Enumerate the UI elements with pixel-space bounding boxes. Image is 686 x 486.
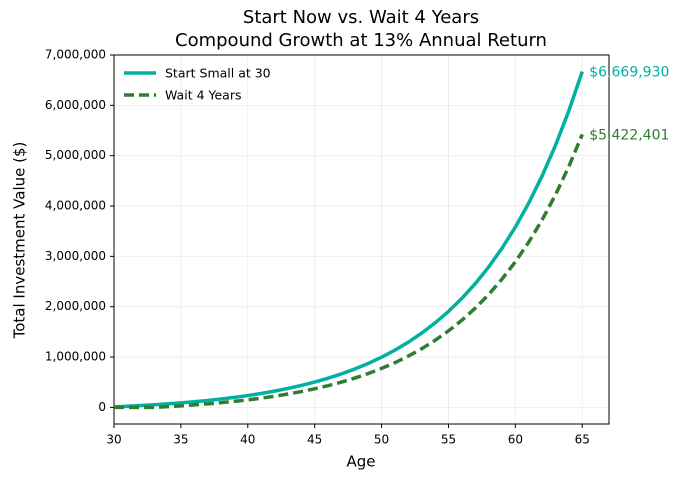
x-tick-label: 30 (106, 433, 121, 447)
y-tick-label: 7,000,000 (45, 48, 106, 62)
y-tick-label: 5,000,000 (45, 148, 106, 162)
line (113, 71, 584, 409)
chart-title: Start Now vs. Wait 4 Years (243, 7, 479, 28)
y-tick-label: 0 (98, 400, 106, 414)
plot-frame (113, 54, 610, 425)
y-tick-label: 3,000,000 (45, 249, 106, 263)
legend-label: Wait 4 Years (165, 88, 241, 103)
x-tick-label: 55 (441, 433, 456, 447)
y-tick-label: 2,000,000 (45, 299, 106, 313)
y-axis-label: Total Investment Value ($) (11, 142, 29, 340)
y-tick-label: 4,000,000 (45, 199, 106, 213)
y-tick-label: 6,000,000 (45, 98, 106, 112)
line (114, 133, 584, 410)
x-tick-label: 65 (575, 433, 590, 447)
legend-label: Start Small at 30 (165, 66, 271, 81)
x-tick-label: 50 (374, 433, 389, 447)
x-axis-label: Age (346, 453, 375, 471)
x-tick-label: 60 (508, 433, 523, 447)
y-tick-label: 1,000,000 (45, 350, 106, 364)
x-tick-label: 40 (240, 433, 255, 447)
x-tick-label: 45 (307, 433, 322, 447)
value-label: $6,669,930 (589, 65, 669, 81)
x-tick-label: 35 (173, 433, 188, 447)
chart-subtitle: Compound Growth at 13% Annual Return (175, 30, 547, 51)
value-label: $5,422,401 (589, 127, 669, 143)
